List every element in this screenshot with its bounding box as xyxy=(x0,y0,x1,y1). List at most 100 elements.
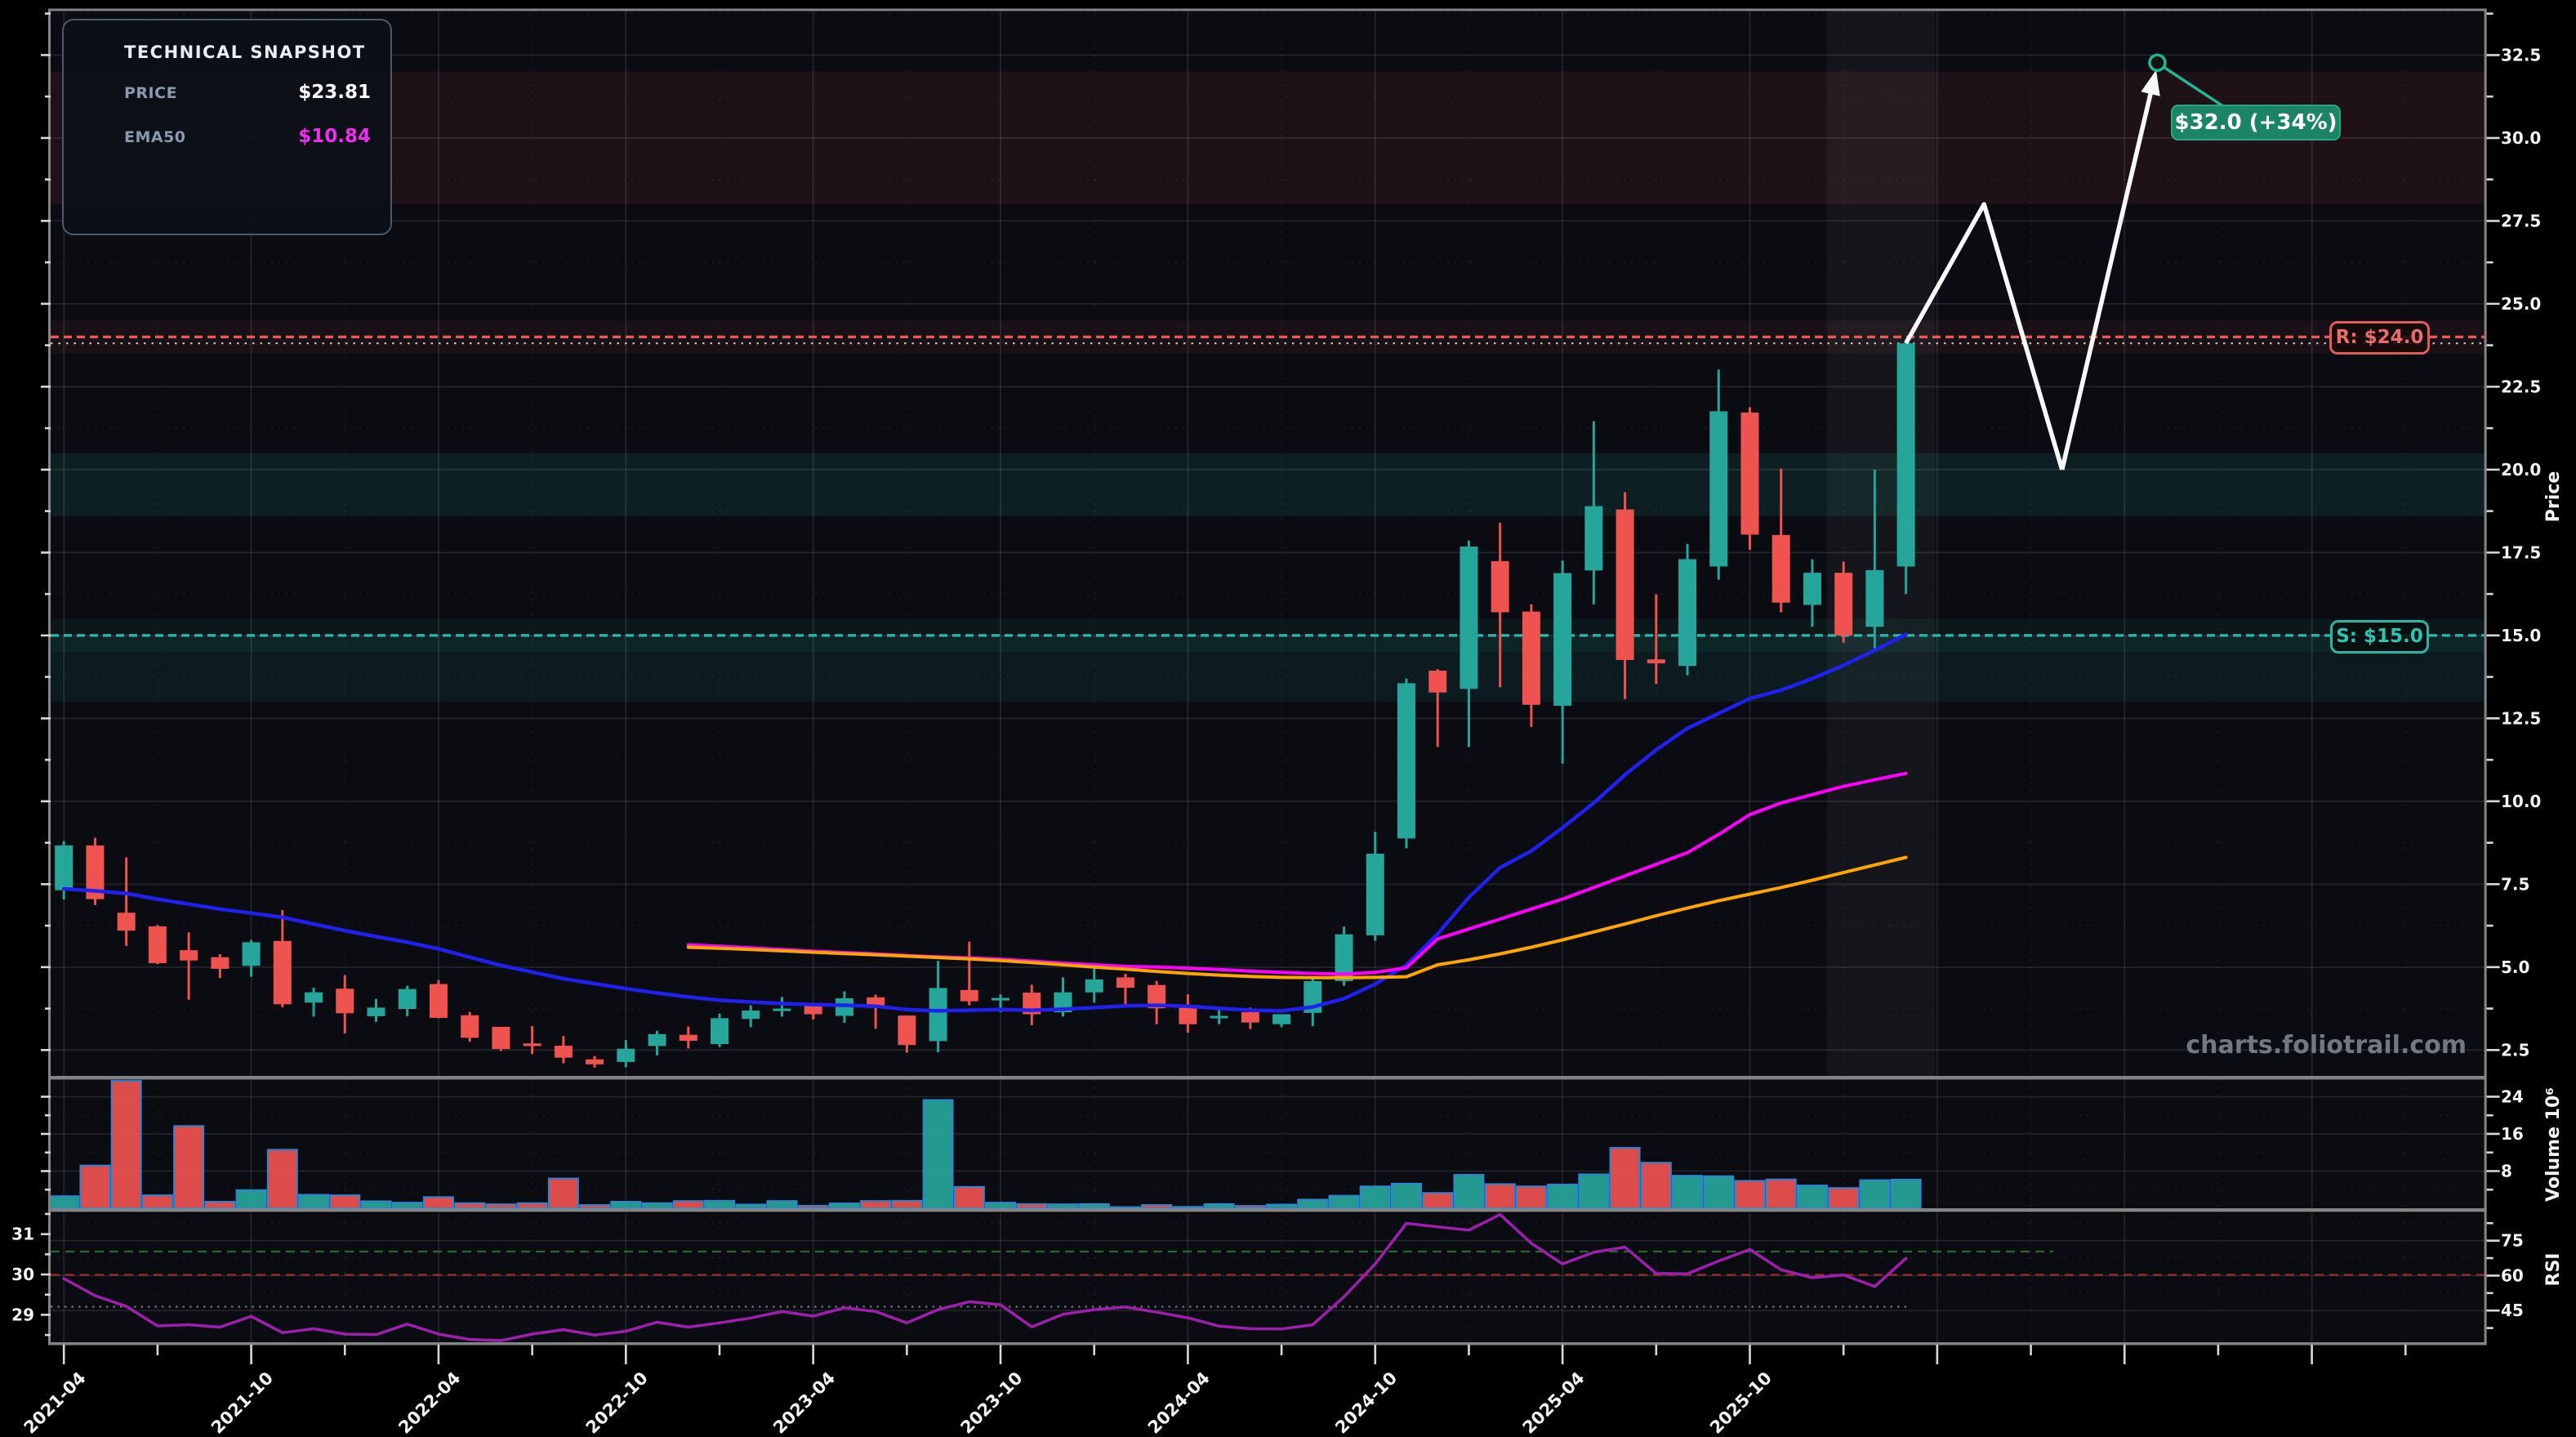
candle-body-2023-04 xyxy=(804,1005,822,1015)
volume-bar-2025-01 xyxy=(1453,1174,1485,1209)
price-row-label: PRICE xyxy=(124,84,178,102)
volume-bar-2024-03 xyxy=(1141,1204,1173,1209)
candle-body-2021-08 xyxy=(180,950,198,961)
price-row-value: $23.81 xyxy=(298,82,371,103)
candle-body-2021-06 xyxy=(117,913,136,931)
rsi-line xyxy=(62,1212,1908,1342)
candle-body-2025-03 xyxy=(1522,611,1540,705)
candle-body-2023-03 xyxy=(773,1008,791,1011)
candle-body-2021-11 xyxy=(273,940,292,1005)
price-tick-label: 32.5 xyxy=(2501,45,2541,65)
volume-bar-2024-07 xyxy=(1266,1203,1298,1209)
price-tick-label: 30.0 xyxy=(2501,128,2541,148)
x-tick-label: 2022-04 xyxy=(394,1368,464,1437)
volume-bar-2025-04 xyxy=(1547,1183,1579,1210)
volume-bar-2024-11 xyxy=(1390,1182,1422,1209)
volume-rsi-separator xyxy=(48,1208,2487,1212)
candle-body-2024-11 xyxy=(1397,683,1415,839)
x-tick-label: 2024-04 xyxy=(1144,1368,1214,1437)
candle-body-2024-12 xyxy=(1428,670,1447,693)
volume-bar-2023-09 xyxy=(953,1185,985,1210)
candle-body-2025-05 xyxy=(1584,506,1603,571)
volume-bar-2026-03 xyxy=(1890,1179,1922,1210)
candle-body-2024-01 xyxy=(1085,979,1103,993)
price-tick-label: 27.5 xyxy=(2501,211,2541,230)
x-tick-label: 2023-10 xyxy=(956,1368,1026,1437)
projection-zone xyxy=(1827,11,1935,1076)
volume-bar-2023-06 xyxy=(860,1200,892,1210)
volume-bar-2022-05 xyxy=(454,1202,486,1210)
volume-bar-2022-11 xyxy=(641,1202,673,1210)
volume-bar-2021-05 xyxy=(79,1164,111,1209)
panel-title: TECHNICAL SNAPSHOT xyxy=(124,42,366,62)
volume-bar-2023-01 xyxy=(703,1199,735,1210)
volume-bar-2024-01 xyxy=(1078,1203,1110,1210)
rsi-panel-bg xyxy=(51,1213,2485,1342)
volume-bar-2024-10 xyxy=(1359,1185,1391,1210)
volume-bar-2025-08 xyxy=(1672,1175,1704,1209)
candle-body-2025-08 xyxy=(1678,559,1697,667)
volume-bar-2025-05 xyxy=(1578,1173,1610,1209)
rsi-axis-title: RSI xyxy=(2543,1253,2564,1287)
price-volume-separator xyxy=(48,1076,2487,1080)
price-tick-label: 17.5 xyxy=(2501,542,2541,562)
price-axis-title: Price xyxy=(2543,471,2564,522)
target-marker xyxy=(2148,53,2167,72)
candle-body-2022-08 xyxy=(554,1046,573,1058)
candle-body-2024-02 xyxy=(1116,977,1134,988)
candle-body-2025-12 xyxy=(1803,573,1821,605)
candle-body-2025-04 xyxy=(1553,573,1572,706)
volume-axis-title: Volume 10⁶ xyxy=(2543,1087,2564,1202)
candle-body-2021-10 xyxy=(242,942,261,966)
rsi-left-tick-label: 31 xyxy=(11,1225,34,1244)
candle-body-2025-07 xyxy=(1647,659,1665,663)
candle-body-2023-09 xyxy=(960,989,978,1002)
projection-target-tag: $32.0 (+34%) xyxy=(2171,105,2341,141)
candle-body-2022-03 xyxy=(398,988,417,1009)
volume-bar-2025-10 xyxy=(1734,1180,1766,1209)
target-connector xyxy=(2159,64,2224,108)
price-tick-label: 10.0 xyxy=(2501,792,2541,811)
volume-bar-2022-02 xyxy=(360,1200,392,1210)
volume-tick-label: 8 xyxy=(2501,1161,2512,1180)
x-tick-label: 2021-04 xyxy=(20,1368,90,1437)
volume-bar-2023-08 xyxy=(922,1099,954,1210)
candle-body-2026-02 xyxy=(1865,569,1884,627)
price-tick-label: 5.0 xyxy=(2501,957,2529,977)
candle-body-2024-07 xyxy=(1272,1014,1291,1024)
volume-bar-2023-07 xyxy=(891,1199,923,1210)
support-level-tag: S: $15.0 xyxy=(2330,619,2429,654)
volume-bar-2025-11 xyxy=(1765,1178,1797,1210)
projection-arrowhead xyxy=(2141,69,2160,96)
rsi-left-tick-label: 30 xyxy=(11,1265,34,1284)
price-panel-bg xyxy=(51,11,2485,1076)
volume-bar-2022-09 xyxy=(579,1204,611,1209)
candle-body-2026-01 xyxy=(1834,573,1853,636)
volume-panel-bg xyxy=(51,1080,2485,1209)
x-tick-label: 2022-10 xyxy=(582,1368,652,1437)
candle-body-2022-04 xyxy=(429,984,448,1018)
candle-body-2025-02 xyxy=(1491,560,1509,613)
x-tick-label: 2025-04 xyxy=(1519,1368,1589,1437)
candle-body-2021-04 xyxy=(55,845,74,890)
volume-bar-2024-08 xyxy=(1297,1198,1329,1209)
candle-body-2025-01 xyxy=(1460,547,1478,689)
candle-body-2024-03 xyxy=(1148,984,1166,1009)
volume-tick-label: 24 xyxy=(2501,1087,2524,1106)
volume-bar-2021-07 xyxy=(141,1194,173,1210)
volume-bar-2021-11 xyxy=(266,1149,298,1209)
volume-bar-2022-08 xyxy=(547,1177,579,1210)
candle-body-2025-10 xyxy=(1740,413,1759,535)
volume-bar-2024-09 xyxy=(1328,1194,1360,1210)
candle-body-2023-08 xyxy=(929,988,947,1042)
volume-bar-2021-09 xyxy=(204,1201,236,1210)
price-tick-label: 25.0 xyxy=(2501,294,2541,314)
candle-body-2026-03 xyxy=(1896,343,1915,567)
candle-body-2024-06 xyxy=(1241,1012,1259,1023)
candle-body-2024-09 xyxy=(1335,934,1353,981)
candle-body-2022-01 xyxy=(336,988,354,1014)
x-tick-label: 2021-10 xyxy=(207,1368,277,1437)
candle-body-2023-05 xyxy=(835,998,853,1016)
projection-arrow-shaft xyxy=(2060,88,2155,471)
